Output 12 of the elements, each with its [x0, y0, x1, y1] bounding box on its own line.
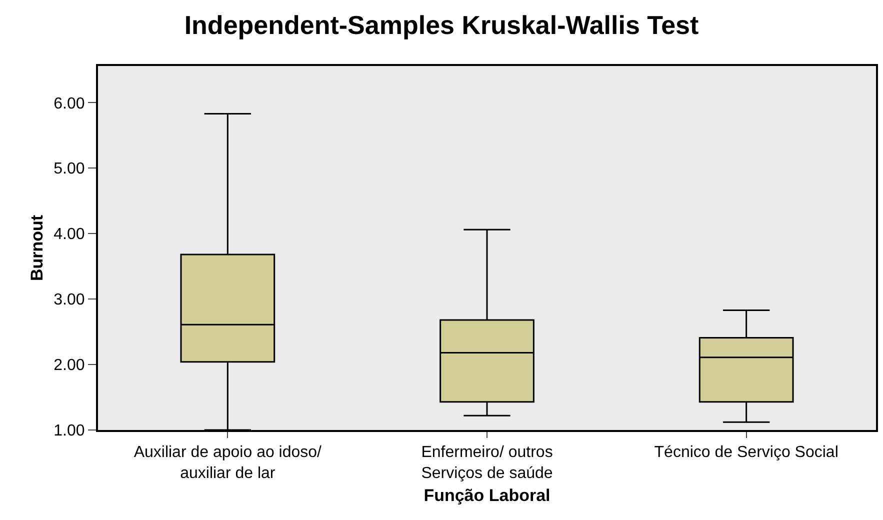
x-axis-title: Função Laboral — [424, 486, 550, 505]
chart-title: Independent-Samples Kruskal-Wallis Test — [184, 10, 700, 40]
x-tick-label: Enfermeiro/ outros Serviços de saúde — [421, 444, 553, 482]
y-tick-label: 5.00 — [54, 160, 85, 178]
y-tick-label: 1.00 — [54, 422, 85, 440]
y-tick-label: 4.00 — [54, 226, 85, 244]
x-tick-label: Auxiliar de apoio ao idoso/ auxiliar de lar — [134, 444, 322, 482]
y-tick-label: 3.00 — [54, 292, 85, 309]
y-tick-label: 6.00 — [54, 95, 85, 112]
x-tick-label: Técnico de Serviço Social — [654, 444, 838, 462]
y-tick-label: 2.00 — [54, 357, 85, 374]
y-axis-title: Burnout — [28, 214, 47, 282]
